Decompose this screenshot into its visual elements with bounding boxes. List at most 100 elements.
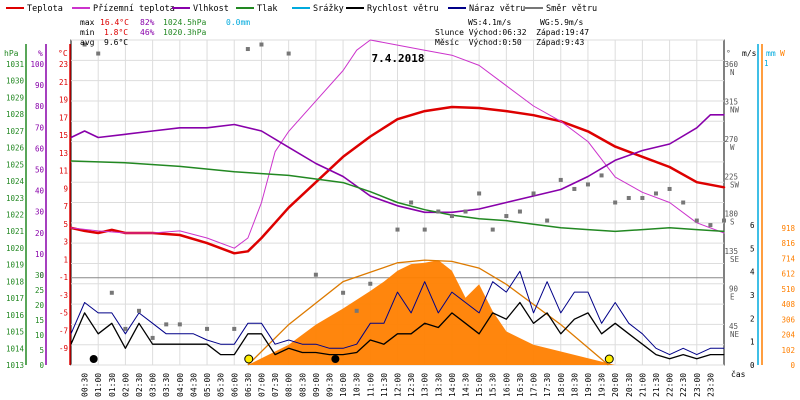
stats-max-rain: 0.0mm [226, 18, 250, 27]
x-tick-label: 09:00 [312, 373, 321, 397]
direction-tick-label: 90 [729, 285, 739, 294]
temp-lower-tick-label: 30 [35, 271, 45, 280]
temp-tick-label: -7 [59, 326, 68, 335]
wind-tick-label: 5 [750, 244, 755, 253]
moonrise-marker [89, 355, 98, 363]
direction-name-label: NE [730, 330, 740, 339]
wind-direction-point [558, 177, 563, 182]
sunrise-marker [244, 354, 254, 364]
temp-tick-label: 3 [63, 238, 68, 247]
solar-theoretical-line [247, 259, 609, 366]
percent-tick-label: 70 [35, 123, 45, 132]
legend-label: Rychlost větru [367, 4, 439, 14]
x-tick-label: 20:00 [611, 373, 620, 397]
stats-moon: Měsíc Východ:0:50 Západ:9:43 [435, 38, 584, 47]
wind-tick-label: 3 [750, 291, 755, 300]
solar-tick-label: 408 [781, 300, 795, 309]
x-tick-label: 09:30 [326, 373, 335, 397]
wind-tick-label: 1 [750, 338, 755, 347]
x-tick-label: 18:00 [557, 373, 566, 397]
solar-radiation-area [247, 259, 616, 366]
stats-avg-label: avg [80, 38, 95, 47]
x-tick-label: 17:00 [530, 373, 539, 397]
wind-direction-point [109, 290, 114, 295]
legend-label: Tlak [257, 4, 277, 14]
wind-direction-point [477, 191, 482, 196]
direction-tick-label: 180 [724, 210, 738, 219]
temp-tick-label: 21 [59, 78, 68, 87]
percent-tick-label: 50 [35, 166, 45, 175]
temp-lower-tick-label: 20 [35, 301, 45, 310]
temp-tick-label: -9 [59, 344, 68, 353]
x-tick-label: 11:00 [366, 373, 375, 397]
wind-direction-point [137, 308, 142, 313]
hpa-axis-label: hPa [4, 49, 19, 58]
percent-tick-label: 60 [35, 144, 45, 153]
hpa-tick-label: 1017 [6, 294, 24, 303]
x-tick-label: 08:30 [298, 373, 307, 397]
wind-direction-point [123, 326, 128, 331]
x-tick-label: 02:30 [135, 373, 144, 397]
direction-name-label: NW [730, 105, 740, 114]
wind-tick-label: 0 [750, 361, 755, 370]
temp-tick-label: -3 [59, 291, 68, 300]
temp-tick-label: -5 [59, 309, 68, 318]
x-tick-label: 00:30 [81, 373, 90, 397]
temp-lower-tick-label: 25 [35, 286, 44, 295]
solar-axis-label: W [780, 49, 785, 58]
x-tick-label: 17:30 [543, 373, 552, 397]
percent-tick-label: 40 [35, 187, 45, 196]
percent-tick-label: 30 [35, 208, 45, 217]
series-p-zemn-teplota [70, 39, 725, 249]
hpa-tick-label: 1022 [6, 211, 24, 220]
hpa-tick-label: 1025 [6, 160, 24, 169]
wind-direction-point [694, 218, 699, 223]
rain-tick-label: 1 [764, 59, 769, 68]
solar-radiation-fill [247, 260, 616, 365]
wind-direction-point [545, 218, 550, 223]
sun-moon-markers [89, 354, 614, 364]
legend: Teplota Přízemní teplota Vlhkost Tlak Srážky… [6, 4, 597, 14]
stats-panel: max 16.4°C 82% 1024.5hPa 0.0mm min 1.8°C… [80, 18, 589, 47]
series-n-raz-v-tru [70, 270, 725, 356]
direction-tick-label: 45 [729, 322, 738, 331]
temp-lower-tick-label: 15 [35, 316, 44, 325]
x-tick-label: 07:00 [258, 373, 267, 397]
direction-tick-label: 135 [724, 247, 738, 256]
x-tick-label: 10:00 [339, 373, 348, 397]
stats-min-press: 1020.3hPa [163, 28, 207, 37]
wind-direction-point [422, 227, 427, 232]
stats-max-temp: 16.4°C [100, 18, 129, 27]
legend-label: Směr větru [546, 4, 597, 14]
temp-tick-label: 9 [63, 184, 68, 193]
direction-name-label: N [730, 68, 735, 77]
wind-direction-point [599, 173, 604, 178]
wind-direction-point [531, 191, 536, 196]
moonset-marker [331, 355, 340, 363]
wind-direction-point [667, 186, 672, 191]
wind-direction-point [681, 200, 686, 205]
plot-area [69, 39, 726, 366]
percent-tick-label: 20 [35, 229, 45, 238]
x-tick-label: 16:30 [516, 373, 525, 397]
x-tick-label: 06:30 [244, 373, 253, 397]
direction-name-label: SW [730, 180, 740, 189]
x-tick-label: 23:30 [706, 373, 715, 397]
x-tick-label: 04:00 [176, 373, 185, 397]
stats-avg-temp: 9.6°C [104, 38, 128, 47]
direction-tick-label: 360 [724, 60, 738, 69]
hpa-tick-label: 1027 [6, 127, 24, 136]
wind-tick-label: 2 [750, 314, 755, 323]
wind-direction-point [164, 322, 169, 327]
temp-lower-tick-label: 0 [39, 361, 44, 370]
wind-direction-point [205, 326, 210, 331]
wind-direction-point [259, 42, 264, 47]
hpa-tick-label: 1020 [6, 244, 25, 253]
stats-sun: Slunce Východ:06:32 Západ:19:47 [435, 28, 589, 37]
wind-direction-point [640, 195, 645, 200]
temp-axis-label: °C [58, 49, 68, 58]
wind-direction-point [613, 200, 618, 205]
hpa-tick-label: 1013 [6, 361, 24, 370]
temp-lower-tick-label: 10 [35, 331, 45, 340]
x-tick-label: 05:00 [203, 373, 212, 397]
